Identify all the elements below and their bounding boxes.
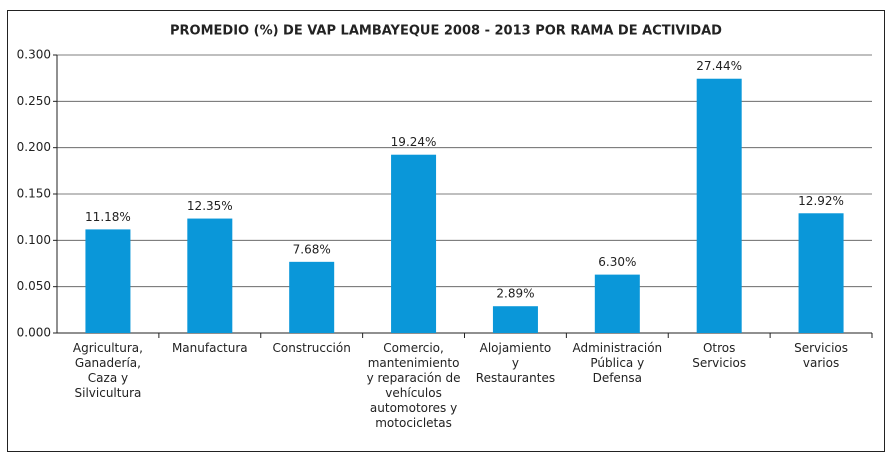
value-label: 27.44% [696, 59, 742, 73]
y-tick-label: 0.300 [17, 48, 51, 62]
x-tick-label: Comercio, mantenimiento y reparación de veh… [367, 341, 461, 430]
bar [492, 306, 538, 333]
y-tick-label: 0.000 [17, 326, 51, 340]
x-tick-label-line: varios [803, 356, 839, 370]
x-tick-label-line: Caza y [88, 371, 128, 385]
value-label: 19.24% [391, 135, 437, 149]
y-tick-label: 0.200 [17, 140, 51, 154]
value-label: 12.92% [798, 194, 844, 208]
x-tick-label: Construcción [273, 341, 351, 355]
x-tick-label-line: Alojamiento [480, 341, 552, 355]
x-tick-label-line: Servicios [794, 341, 848, 355]
bar [594, 274, 640, 333]
x-tick-label-line: Servicios [692, 356, 746, 370]
bar [391, 154, 437, 333]
chart-title: PROMEDIO (%) DE VAP LAMBAYEQUE 2008 - 20… [170, 24, 722, 39]
x-tick-label-line: automotores y [370, 401, 457, 415]
value-label: 12.35% [187, 199, 233, 213]
x-tick-label-line: Manufactura [172, 341, 248, 355]
x-tick-label-line: Administración [572, 341, 662, 355]
x-tick-label-line: Defensa [593, 371, 642, 385]
x-tick-label-line: Pública y [590, 356, 644, 370]
x-tick-label-line: motocicletas [375, 416, 452, 430]
x-tick-label-line: Comercio, [383, 341, 444, 355]
x-tick-label-line: Agricultura, [73, 341, 143, 355]
value-label: 11.18% [85, 210, 131, 224]
bar [289, 261, 335, 333]
value-label: 2.89% [496, 287, 534, 301]
x-tick-label: Alojamiento y Restaurantes [476, 341, 555, 385]
bar [187, 218, 233, 333]
x-tick-label-line: Ganadería, [75, 356, 141, 370]
x-tick-label-line: mantenimiento [368, 356, 460, 370]
x-tick-label-line: Otros [703, 341, 735, 355]
x-tick-label: Otros Servicios [692, 341, 746, 370]
x-tick-label-line: y reparación de [367, 371, 461, 385]
value-label: 7.68% [293, 242, 331, 256]
x-tick-label-line: vehículos [385, 386, 442, 400]
y-tick-label: 0.050 [17, 279, 51, 293]
value-label: 6.30% [598, 255, 636, 269]
y-tick-label: 0.150 [17, 187, 51, 201]
y-tick-label: 0.100 [17, 233, 51, 247]
x-tick-label: Agricultura, Ganadería, Caza y Silvicultura [73, 341, 143, 400]
x-tick-label: Administración Pública y Defensa [572, 341, 662, 385]
y-tick-label: 0.250 [17, 94, 51, 108]
x-tick-label-line: Silvicultura [75, 386, 142, 400]
bar [798, 213, 844, 333]
bar [85, 229, 131, 333]
x-tick-label: Manufactura [172, 341, 248, 355]
bar [696, 78, 742, 334]
x-tick-label-line: Restaurantes [476, 371, 555, 385]
x-tick-label: Servicios varios [794, 341, 848, 370]
x-tick-label-line: y [512, 356, 519, 370]
x-tick-label-line: Construcción [273, 341, 351, 355]
